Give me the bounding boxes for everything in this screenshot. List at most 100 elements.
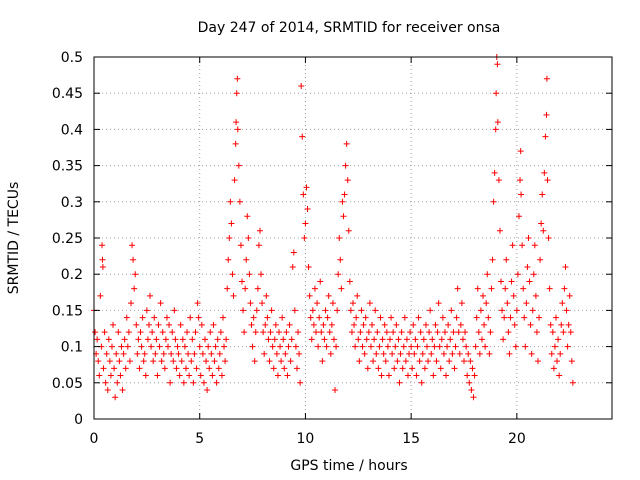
data-point — [373, 350, 380, 357]
data-point — [518, 191, 525, 198]
x-tick-label: 10 — [297, 431, 315, 447]
data-point — [403, 336, 410, 343]
data-point — [388, 314, 395, 321]
data-point — [153, 336, 160, 343]
data-point — [374, 329, 381, 336]
data-point — [245, 235, 252, 241]
data-point — [268, 307, 275, 314]
data-point — [530, 271, 537, 278]
data-point — [194, 300, 201, 307]
data-point — [502, 285, 509, 292]
data-point — [282, 350, 289, 357]
data-point — [212, 343, 219, 350]
data-point — [296, 350, 303, 357]
data-point — [259, 300, 266, 307]
data-point — [113, 350, 120, 357]
data-point — [523, 300, 530, 307]
x-tick-label: 5 — [195, 431, 204, 447]
data-point — [558, 321, 565, 328]
data-point — [320, 321, 327, 328]
data-point — [300, 191, 307, 198]
data-point — [315, 343, 322, 350]
data-point — [262, 321, 269, 328]
data-point — [178, 358, 185, 365]
data-point — [458, 300, 465, 307]
data-point — [222, 358, 229, 365]
data-point — [303, 184, 310, 191]
data-point — [207, 329, 214, 336]
data-point — [114, 379, 121, 386]
data-point — [119, 387, 126, 394]
y-tick-label: 0.35 — [52, 159, 83, 175]
data-point — [287, 358, 294, 365]
data-point — [522, 343, 529, 350]
data-point — [270, 365, 277, 372]
data-point — [387, 336, 393, 343]
data-point — [537, 256, 544, 263]
data-point — [359, 343, 366, 350]
data-point — [298, 82, 305, 89]
data-point — [122, 365, 129, 372]
data-point — [436, 343, 443, 350]
data-point — [438, 336, 445, 343]
data-point — [179, 336, 186, 343]
data-point — [469, 365, 476, 372]
data-point — [485, 314, 492, 321]
axis-ticks — [93, 56, 612, 420]
data-point — [350, 300, 356, 307]
data-point — [235, 162, 242, 169]
data-point — [528, 350, 535, 357]
data-point — [126, 358, 133, 365]
data-point — [439, 314, 446, 321]
data-point — [329, 300, 336, 307]
data-point — [372, 307, 379, 314]
data-point — [218, 372, 225, 379]
data-point — [170, 358, 177, 365]
data-point — [138, 343, 145, 350]
data-point — [453, 314, 460, 321]
data-point — [96, 372, 103, 379]
y-tick-labels: 0 0.05 0.1 0.15 0.2 0.25 0.3 0.35 0.4 0.45 0.5 — [52, 50, 83, 428]
data-point — [324, 314, 331, 321]
data-point — [306, 292, 313, 299]
data-point — [353, 314, 360, 321]
data-point — [517, 177, 524, 184]
data-point — [550, 365, 557, 372]
y-tick-label: 0.3 — [61, 195, 83, 211]
data-point — [174, 343, 181, 350]
data-point — [540, 227, 547, 234]
data-point — [308, 336, 315, 343]
data-point — [489, 256, 496, 263]
data-point — [112, 394, 119, 401]
data-point — [132, 271, 139, 278]
data-point — [258, 271, 265, 278]
data-point — [155, 321, 162, 328]
data-point — [169, 329, 176, 336]
data-point — [505, 329, 512, 336]
data-point — [139, 314, 146, 321]
data-point — [435, 300, 442, 307]
data-point — [216, 350, 223, 357]
y-tick-label: 0.5 — [61, 50, 83, 66]
data-point — [206, 365, 213, 372]
data-point — [508, 278, 515, 285]
data-point — [391, 365, 398, 372]
data-point — [473, 314, 480, 321]
x-tick-labels: 0 5 10 15 20 — [90, 431, 526, 447]
data-point — [192, 329, 199, 336]
data-point — [418, 379, 425, 386]
data-point — [406, 350, 413, 357]
data-point — [545, 235, 552, 241]
chart-title: Day 247 of 2014, SRMTID for receiver ons… — [198, 20, 501, 36]
data-point — [409, 365, 416, 372]
data-point — [211, 358, 218, 365]
data-point — [498, 278, 504, 285]
data-point — [546, 285, 553, 292]
data-point — [393, 321, 400, 328]
data-point — [417, 329, 424, 336]
data-point — [456, 350, 463, 357]
data-point — [297, 379, 304, 386]
data-point — [500, 336, 507, 343]
data-point — [399, 365, 406, 372]
data-point — [470, 394, 477, 401]
